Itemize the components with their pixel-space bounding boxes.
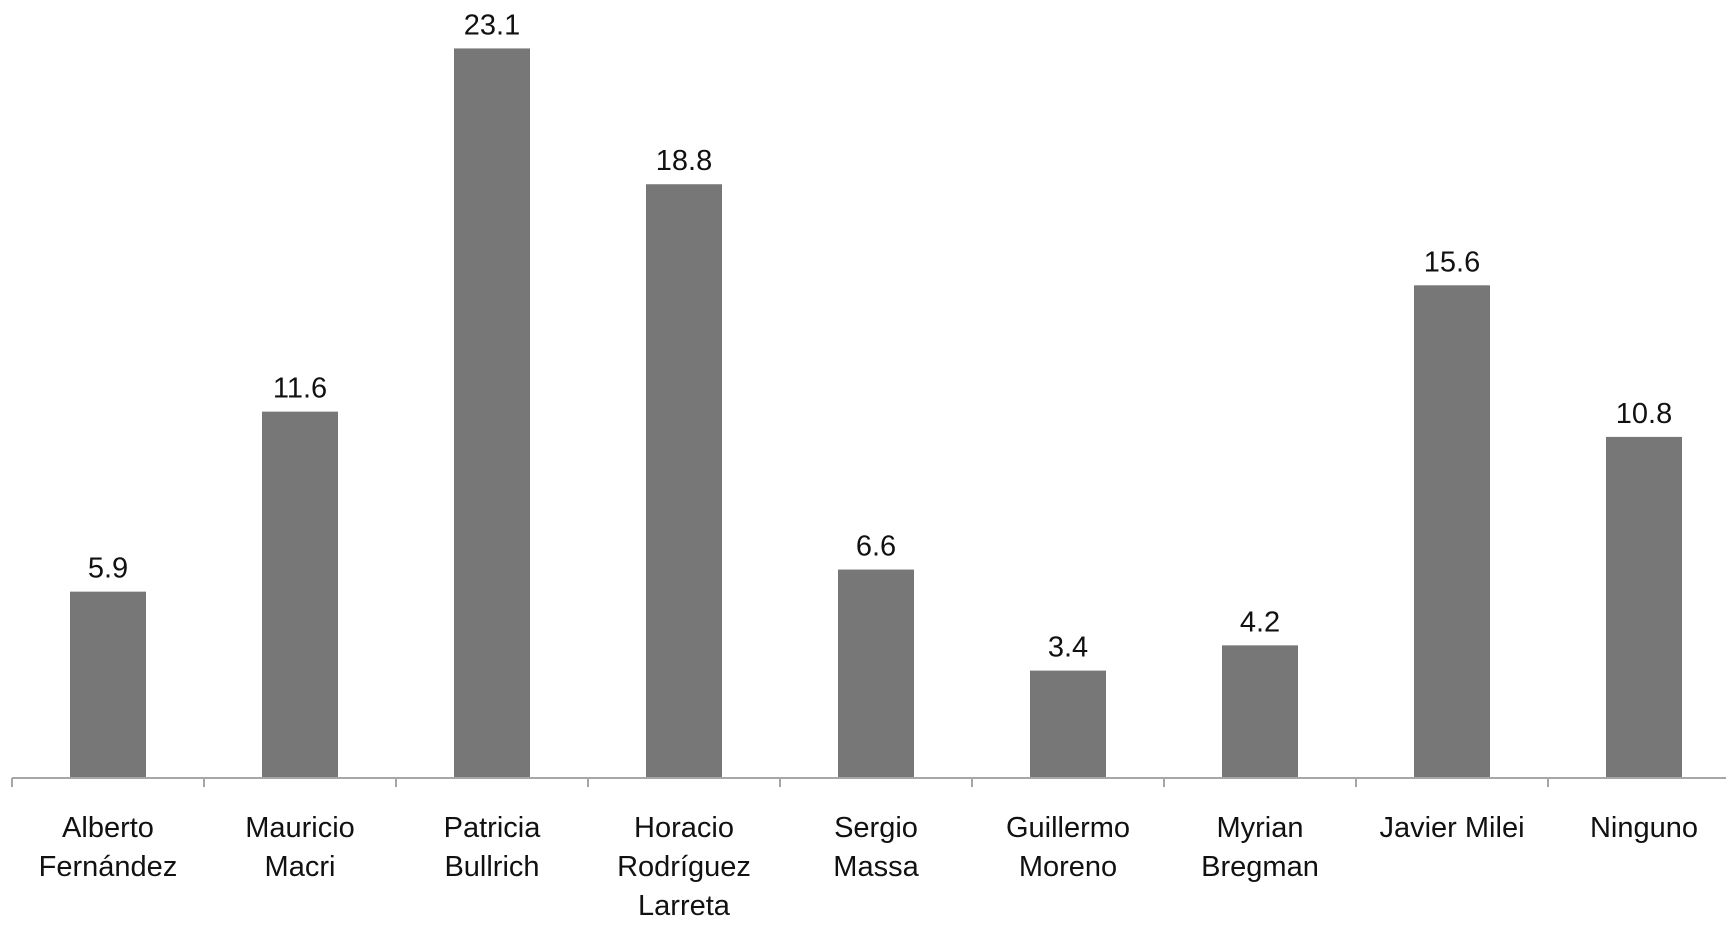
data-label: 23.1 xyxy=(464,9,520,41)
category-label-line: Alberto xyxy=(62,812,154,844)
category-label-line: Sergio xyxy=(834,812,918,844)
data-label: 15.6 xyxy=(1424,246,1480,278)
bar xyxy=(1414,285,1490,778)
category-label-line: Guillermo xyxy=(1006,812,1130,844)
category-label: Horacio Rodríguez Larreta xyxy=(617,812,751,921)
bar xyxy=(70,591,146,778)
category-label-line: Horacio xyxy=(634,812,734,844)
category-label-line: Myrian xyxy=(1216,812,1303,844)
data-label: 18.8 xyxy=(656,145,712,177)
category-labels-layer: Alberto Fernández Mauricio Macri Patricia Bul… xyxy=(39,812,1698,922)
category-label-line: Massa xyxy=(833,851,919,883)
category-label-line: Fernández xyxy=(39,851,178,883)
category-label-line: Mauricio xyxy=(245,812,355,844)
category-label-line: Moreno xyxy=(1019,851,1117,883)
category-label-line: Patricia xyxy=(444,812,542,844)
bar xyxy=(646,184,722,778)
category-label-line: Rodríguez xyxy=(617,851,751,883)
category-label: Sergio Massa xyxy=(833,812,919,883)
category-label: Myrian Bregman xyxy=(1201,812,1319,883)
bar xyxy=(454,48,530,779)
category-label-line: Ninguno xyxy=(1590,812,1698,844)
data-label: 4.2 xyxy=(1240,606,1280,638)
category-label: Javier Milei xyxy=(1379,812,1524,844)
bar xyxy=(1030,670,1106,778)
category-label-line: Bregman xyxy=(1201,851,1319,883)
category-label: Mauricio Macri xyxy=(245,812,355,883)
x-axis xyxy=(11,777,1726,787)
category-label-line: Javier Milei xyxy=(1379,812,1524,844)
bar xyxy=(262,411,338,778)
category-label-line: Macri xyxy=(265,851,336,883)
data-label: 11.6 xyxy=(273,373,327,405)
data-label: 3.4 xyxy=(1048,632,1088,664)
category-label-line: Larreta xyxy=(638,890,731,921)
data-label: 10.8 xyxy=(1616,398,1672,430)
category-label: Ninguno xyxy=(1590,812,1698,844)
bar xyxy=(1222,645,1298,778)
bar xyxy=(838,569,914,778)
value-labels-layer: 5.9 11.6 23.1 18.8 6.6 3.4 4.2 15.6 10.8 xyxy=(88,9,1672,663)
category-label: Patricia Bullrich xyxy=(444,812,542,883)
bar xyxy=(1606,436,1682,778)
category-label-line: Bullrich xyxy=(444,851,539,883)
category-label: Guillermo Moreno xyxy=(1006,812,1130,883)
data-label: 6.6 xyxy=(856,531,896,563)
bars-layer xyxy=(70,48,1682,779)
data-label: 5.9 xyxy=(88,553,128,585)
category-label: Alberto Fernández xyxy=(39,812,178,883)
